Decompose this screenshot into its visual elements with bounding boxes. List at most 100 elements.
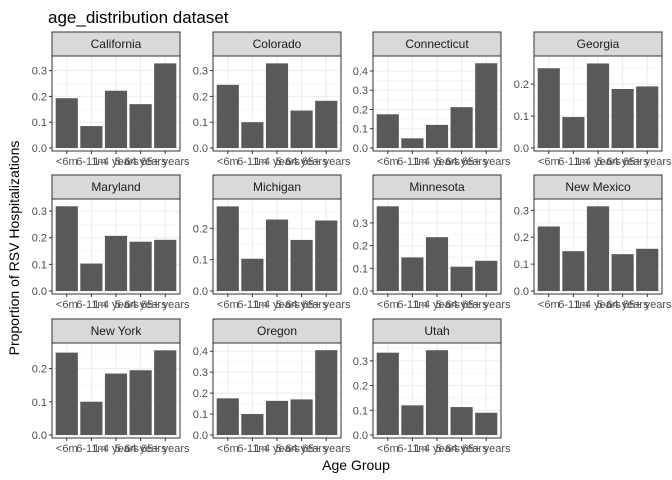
strip-label: Colorado — [253, 37, 302, 51]
bar-maryland-0 — [55, 206, 78, 291]
y-tick-label: 0.0 — [193, 143, 208, 155]
x-tick-label: 65+ years — [141, 443, 190, 455]
strip-background — [51, 31, 181, 57]
y-tick-label: 0.3 — [32, 66, 47, 78]
bar-new-mexico-4 — [636, 248, 659, 291]
panel-border — [212, 55, 342, 152]
bar-minnesota-3 — [450, 266, 473, 291]
bar-minnesota-2 — [425, 237, 449, 291]
y-tick-label: 0.0 — [193, 430, 208, 442]
bar-new-mexico-2 — [586, 206, 610, 291]
bar-utah-1 — [401, 405, 424, 435]
bar-new-york-2 — [104, 373, 128, 435]
x-tick-label: <6m — [56, 156, 78, 168]
y-tick-label: 0.3 — [353, 218, 368, 230]
x-tick-label: 5-64 years — [597, 156, 649, 168]
y-tick-label: 0.0 — [353, 143, 368, 155]
panel-border — [51, 198, 181, 295]
x-tick-label: 5-64 years — [276, 443, 328, 455]
x-tick-label: <6m — [538, 156, 560, 168]
bar-connecticut-2 — [425, 124, 449, 148]
bar-new-mexico-0 — [537, 226, 560, 291]
x-tick-label: 6-11m — [558, 299, 588, 311]
x-tick-label: 6-11m — [237, 156, 267, 168]
y-tick-label: 0.1 — [32, 397, 47, 409]
bar-oregon-3 — [290, 399, 313, 435]
strip-label: Georgia — [577, 37, 620, 51]
y-tick-label: 0.2 — [32, 364, 47, 376]
bar-georgia-3 — [611, 88, 634, 148]
strip-background — [372, 31, 502, 57]
bar-colorado-4 — [315, 100, 338, 148]
x-tick-label: 65+ years — [141, 156, 190, 168]
x-tick-label: 5-64 years — [276, 299, 328, 311]
x-tick-label: <6m — [377, 156, 399, 168]
panel-border — [533, 198, 663, 295]
x-tick-label: 5-64 years — [115, 299, 167, 311]
bar-georgia-0 — [537, 68, 560, 148]
y-tick-label: 0.2 — [32, 233, 47, 245]
y-tick-label: 0.0 — [353, 430, 368, 442]
x-tick-label: 1-4 years — [254, 443, 300, 455]
strip-background — [533, 31, 663, 57]
bar-new-york-0 — [55, 352, 78, 435]
strip-background — [212, 318, 342, 344]
strip-label: California — [91, 37, 142, 51]
panel-border — [372, 342, 502, 439]
x-tick-label: 6-11m — [237, 443, 267, 455]
x-tick-label: 1-4 years — [254, 156, 300, 168]
y-tick-label: 0.1 — [514, 259, 529, 271]
x-tick-label: 5-64 years — [436, 299, 488, 311]
y-tick-label: 0.1 — [32, 117, 47, 129]
y-tick-label: 0.0 — [353, 286, 368, 298]
y-tick-label: 0.3 — [353, 85, 368, 97]
strip-label: Michigan — [253, 180, 301, 194]
y-tick-label: 0.2 — [353, 241, 368, 253]
bar-utah-4 — [475, 412, 498, 435]
x-tick-label: 6-11m — [237, 299, 267, 311]
strip-background — [372, 174, 502, 200]
x-tick-label: 5-64 years — [115, 156, 167, 168]
x-tick-label: 65+ years — [623, 299, 672, 311]
x-tick-label: 65+ years — [623, 156, 672, 168]
bar-connecticut-1 — [401, 138, 424, 148]
y-tick-label: 0.0 — [514, 286, 529, 298]
y-tick-label: 0.1 — [353, 263, 368, 275]
x-tick-label: <6m — [377, 443, 399, 455]
bar-oregon-4 — [315, 350, 338, 435]
strip-label: Maryland — [91, 180, 140, 194]
x-tick-label: 65+ years — [462, 156, 511, 168]
bar-colorado-3 — [290, 110, 313, 148]
strip-label: Connecticut — [405, 37, 469, 51]
bar-new-york-4 — [154, 350, 177, 435]
x-tick-label: 1-4 years — [414, 443, 460, 455]
x-tick-label: 6-11m — [558, 156, 588, 168]
y-tick-label: 0.0 — [32, 430, 47, 442]
bar-minnesota-1 — [401, 257, 424, 291]
x-tick-label: 1-4 years — [575, 299, 621, 311]
y-tick-label: 0.2 — [514, 79, 529, 91]
x-tick-label: 5-64 years — [436, 443, 488, 455]
bar-colorado-2 — [265, 63, 289, 148]
bar-connecticut-3 — [450, 107, 473, 148]
bar-new-mexico-3 — [611, 254, 634, 291]
bar-new-york-3 — [129, 370, 152, 435]
x-tick-label: 6-11m — [397, 156, 427, 168]
bar-california-0 — [55, 98, 78, 148]
y-tick-label: 0.1 — [193, 117, 208, 129]
x-tick-label: 1-4 years — [93, 156, 139, 168]
panel-border — [51, 55, 181, 152]
y-tick-label: 0.0 — [193, 286, 208, 298]
y-tick-label: 0.2 — [514, 232, 529, 244]
bar-maryland-4 — [154, 239, 177, 291]
bar-maryland-2 — [104, 235, 128, 291]
x-tick-label: <6m — [217, 299, 239, 311]
x-tick-label: 65+ years — [302, 443, 351, 455]
